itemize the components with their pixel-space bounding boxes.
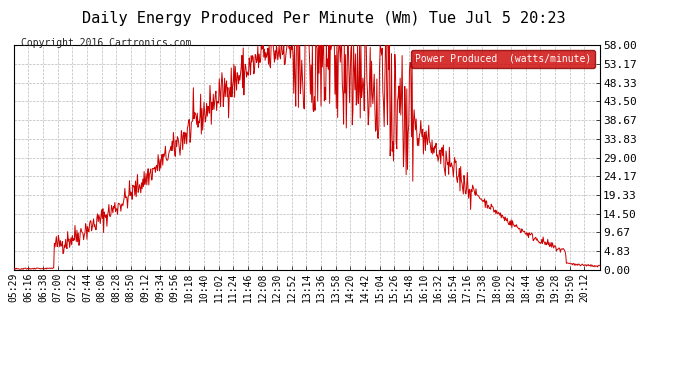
Legend: Power Produced  (watts/minute): Power Produced (watts/minute) (411, 50, 595, 68)
Text: Copyright 2016 Cartronics.com: Copyright 2016 Cartronics.com (21, 38, 191, 48)
Text: Daily Energy Produced Per Minute (Wm) Tue Jul 5 20:23: Daily Energy Produced Per Minute (Wm) Tu… (83, 11, 566, 26)
